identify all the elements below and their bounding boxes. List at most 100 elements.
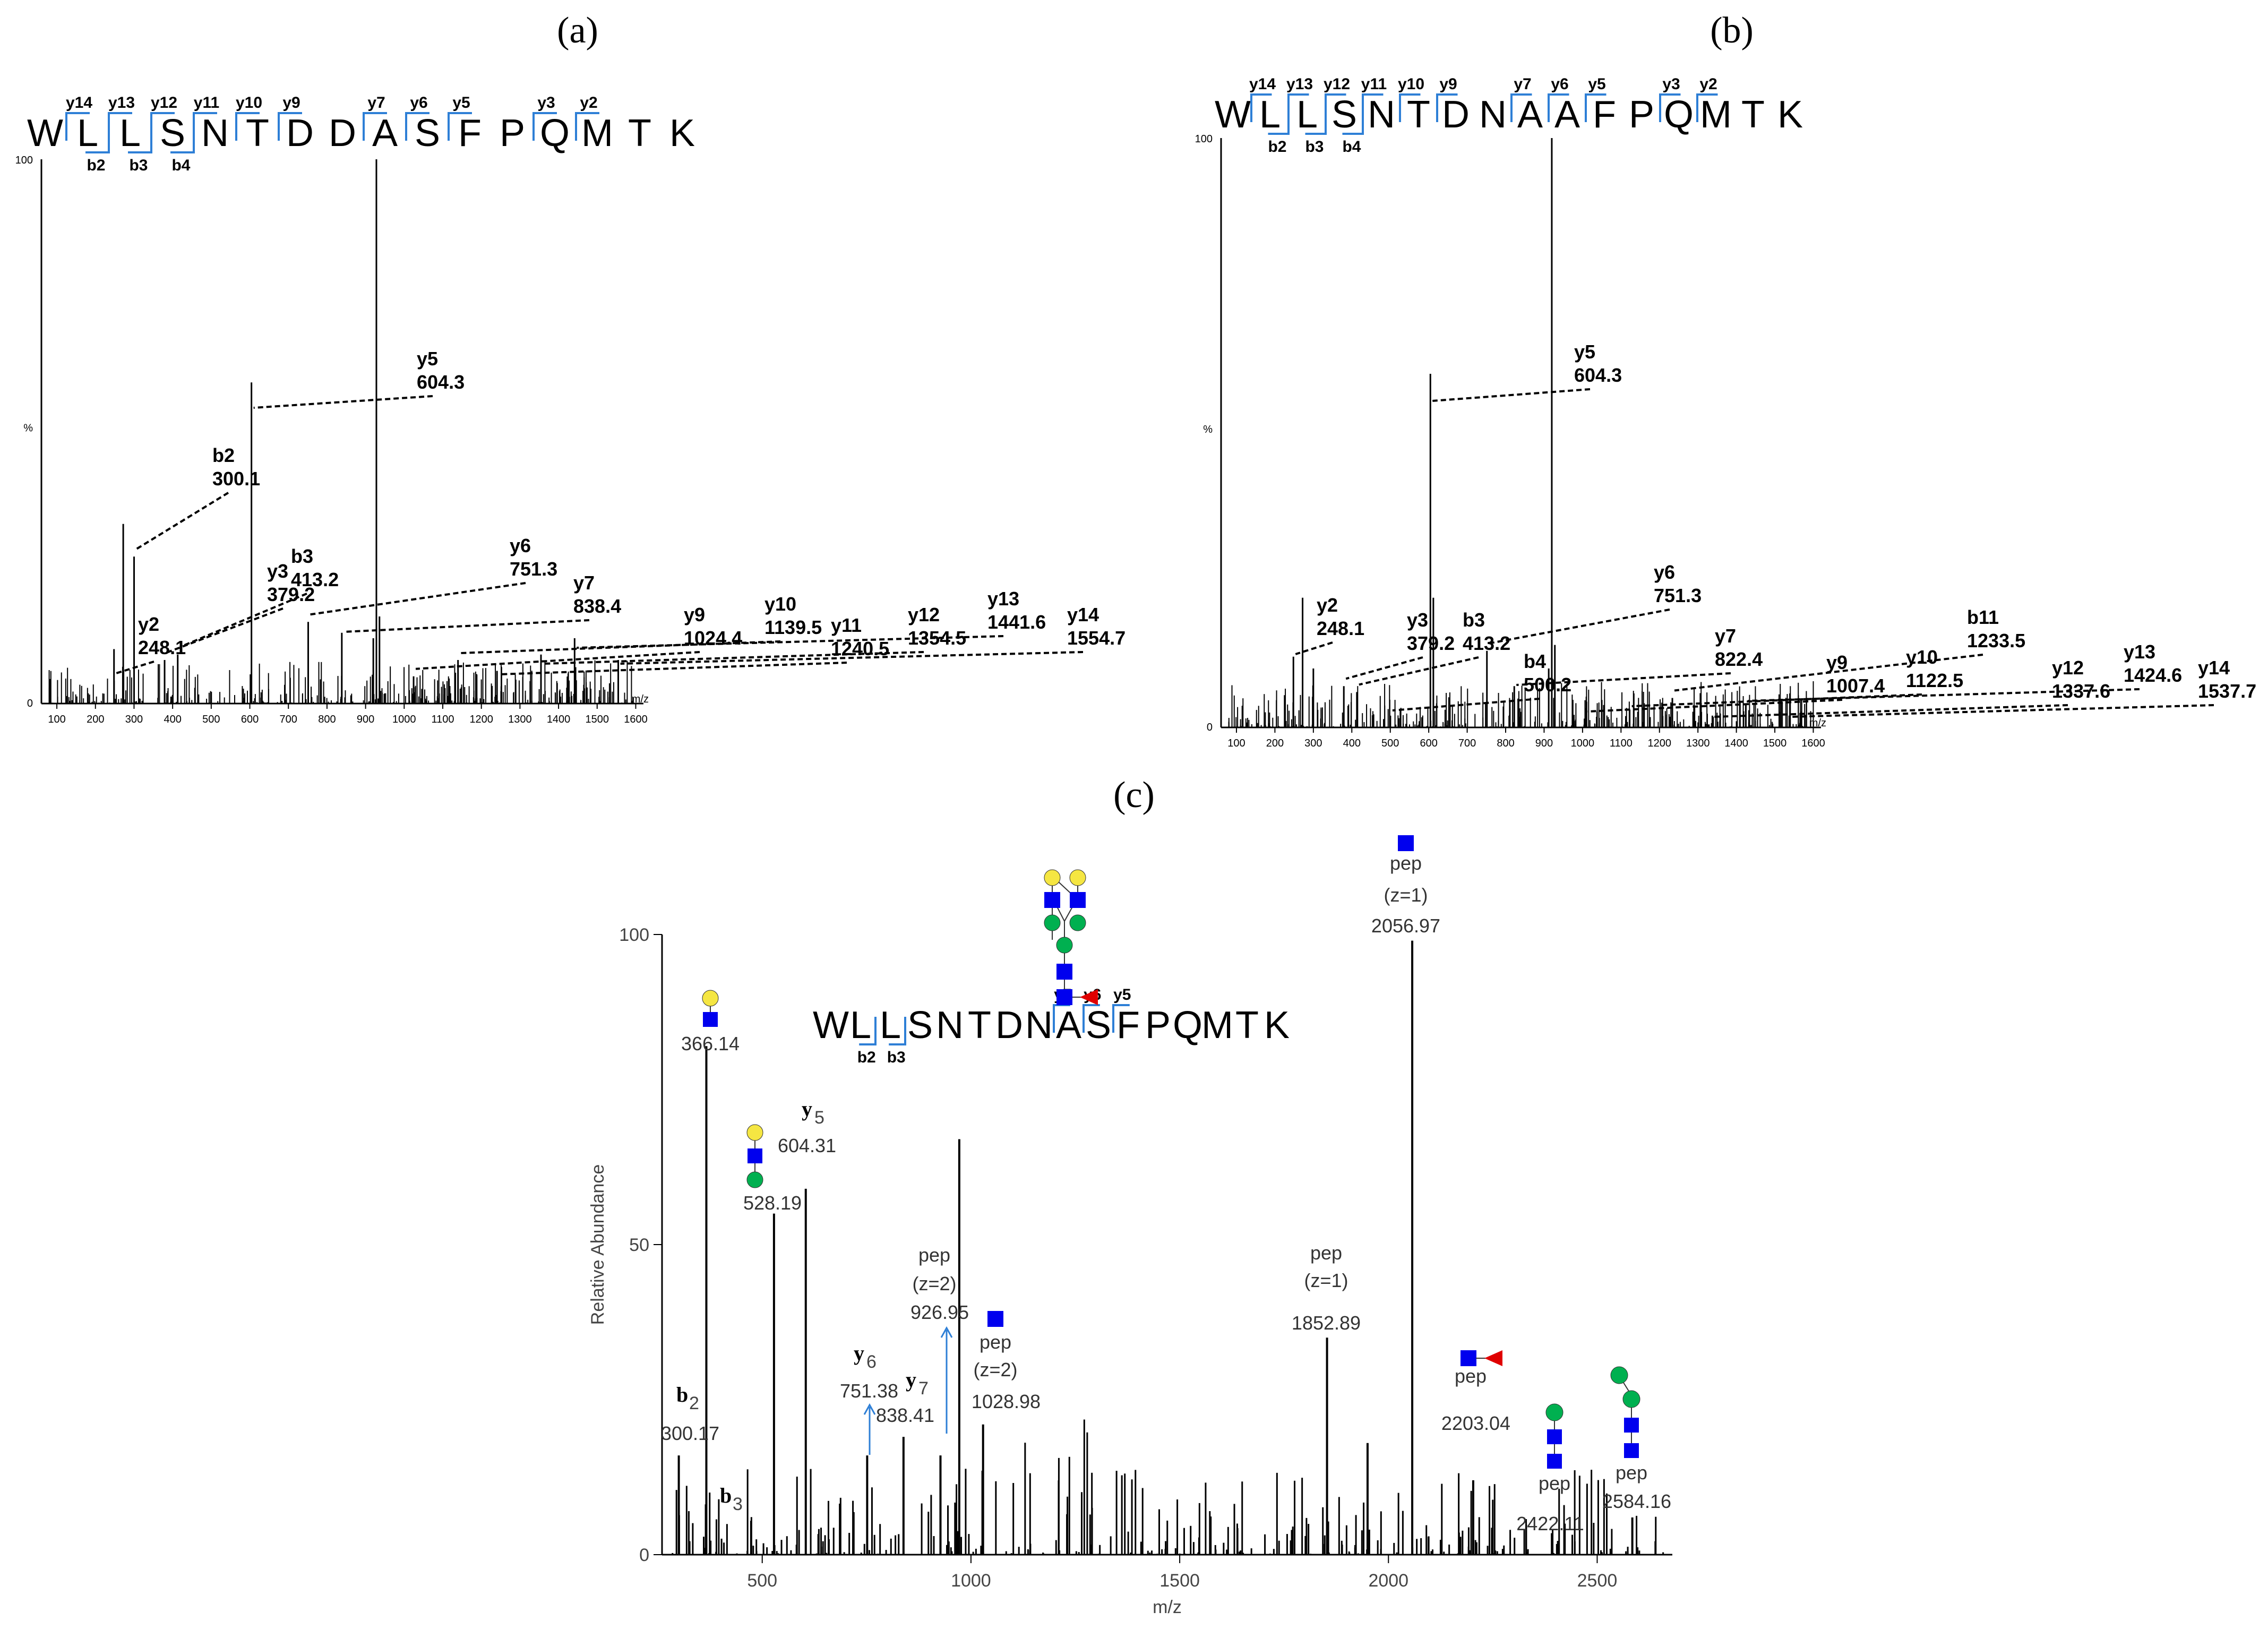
ion-mz: 751.3	[510, 558, 557, 580]
residue-M: M	[1700, 93, 1732, 136]
x-tick-label: 1300	[508, 714, 532, 725]
y-ion-label: y6	[1551, 75, 1568, 93]
pep-label: pep	[1539, 1472, 1570, 1494]
leader-line	[1631, 693, 1922, 707]
charge-label: (z=1)	[1384, 884, 1428, 906]
y-ion-label: y2	[1699, 75, 1717, 93]
main-peaks	[113, 159, 620, 704]
y-ion-bracket	[1436, 93, 1458, 122]
x-tick-label: 300	[1304, 738, 1322, 749]
ion-name: y5	[417, 348, 438, 370]
y-ion-label: y13	[1286, 75, 1313, 93]
ion-name: y2	[138, 613, 159, 635]
x-tick-label: 1000	[392, 714, 416, 725]
residue-L: L	[77, 112, 98, 155]
x-tick-label: 600	[1420, 738, 1437, 749]
x-tick-label: 500	[202, 714, 220, 725]
y-ion-label: y10	[236, 94, 262, 112]
y-ion-bracket	[1510, 93, 1532, 122]
y-ion-label: y9	[282, 94, 300, 112]
y-ion-label: y3	[537, 94, 555, 112]
x-tick-label: 700	[1458, 738, 1476, 749]
y-ion-label: y14	[1249, 75, 1276, 93]
y-ion-label: y9	[1439, 75, 1457, 93]
peak-mz: 366.14	[681, 1033, 740, 1054]
residue-T: T	[968, 1004, 991, 1047]
arrow-head	[940, 1326, 953, 1338]
ion-mz: 1007.4	[1826, 675, 1885, 697]
residue-W: W	[813, 1004, 849, 1047]
y-ion-bracket	[363, 112, 387, 141]
pep-label: pep	[1310, 1242, 1342, 1264]
y-top-label: 100	[15, 155, 33, 166]
spectrum-panel-0: (a)100 200 300 400 500 600 700 800 900 1000 1100 12…	[15, 10, 1126, 725]
pep-label: pep	[918, 1244, 950, 1266]
charge-label: (z=2)	[912, 1273, 956, 1294]
glycan-structure	[1044, 869, 1098, 1005]
peak-mz: 2422.11	[1516, 1513, 1584, 1534]
leader-line	[166, 607, 284, 654]
b-ion-label: b2	[1268, 138, 1286, 156]
b-ion-label: b2	[857, 1049, 876, 1066]
ion-name: b4	[1524, 650, 1546, 672]
ion-mz: 300.1	[212, 468, 260, 490]
residue-F: F	[1116, 1004, 1140, 1047]
x-tick-label: 1200	[469, 714, 493, 725]
x-tick-label: 1400	[547, 714, 571, 725]
residue-L: L	[850, 1004, 871, 1047]
y-ion-bracket	[1696, 93, 1718, 122]
leader-line	[499, 662, 847, 675]
x-tick-label: 300	[125, 714, 143, 725]
y-ion-bracket	[278, 112, 302, 141]
residue-N: N	[1368, 93, 1395, 136]
leader-line	[620, 651, 1084, 665]
ion-sub: 3	[733, 1494, 743, 1514]
leader-line	[1295, 641, 1333, 655]
y-ion-label: y5	[1113, 986, 1131, 1004]
peak-mz: 2203.04	[1441, 1412, 1510, 1434]
ion-name: y11	[831, 614, 862, 636]
residue-L: L	[119, 112, 141, 155]
x-tick-label: 200	[87, 714, 104, 725]
b-ion-label: b3	[887, 1049, 906, 1066]
b-ion-bracket	[889, 1017, 906, 1045]
residue-T: T	[1741, 93, 1765, 136]
residue-N: N	[1025, 1004, 1053, 1047]
y-ion-label: y13	[108, 94, 135, 112]
ion-name: y10	[764, 593, 796, 615]
x-axis-label: m/z	[632, 693, 649, 705]
x-tick-label: 1600	[624, 714, 648, 725]
ion-mz: 1233.5	[1967, 630, 2025, 651]
leader-line	[1791, 704, 2214, 718]
glycan-link	[1623, 1382, 1629, 1392]
residue-P: P	[1629, 93, 1654, 136]
leader-line	[1345, 656, 1423, 680]
ion-name: y7	[1715, 625, 1736, 647]
x-tick-label: 900	[1535, 738, 1553, 749]
man-circle	[1069, 914, 1086, 931]
leader-line	[1748, 688, 2140, 702]
man-circle	[1545, 1403, 1563, 1421]
gal-circle	[702, 990, 719, 1007]
residue-M: M	[1201, 1004, 1233, 1047]
leader-line	[1587, 699, 1843, 713]
arrow-head	[863, 1403, 876, 1415]
ion-name: b3	[291, 545, 313, 567]
x-tick-label: 500	[747, 1571, 777, 1591]
residue-N: N	[936, 1004, 964, 1047]
y-ion-label: y3	[1662, 75, 1680, 93]
ion-mz: 379.2	[1407, 632, 1455, 654]
glcnac-square	[1547, 1429, 1562, 1444]
y-ion-bracket	[448, 112, 472, 141]
residue-K: K	[1264, 1004, 1290, 1047]
ion-name: y14	[1067, 604, 1099, 625]
y-ion-label: y2	[580, 94, 597, 112]
residue-A: A	[1554, 93, 1580, 136]
man-circle	[1044, 914, 1061, 931]
y-ion-bracket	[1548, 93, 1569, 122]
ion-mz: 413.2	[291, 569, 339, 590]
residue-L: L	[1259, 93, 1281, 136]
y-ion-bracket	[1112, 1004, 1130, 1033]
